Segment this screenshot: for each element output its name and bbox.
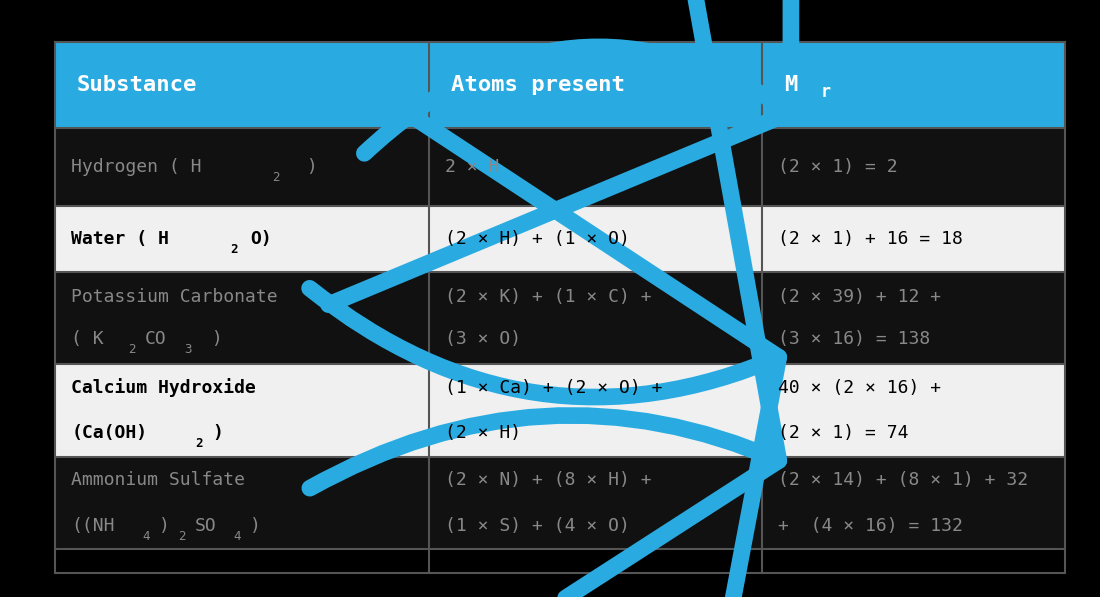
Text: 2 × H: 2 × H xyxy=(446,158,499,176)
Text: (2 × 14) + (8 × 1) + 32: (2 × 14) + (8 × 1) + 32 xyxy=(779,471,1028,490)
Text: Atoms present: Atoms present xyxy=(451,75,625,95)
Text: r: r xyxy=(821,83,830,101)
Text: Water ( H: Water ( H xyxy=(72,230,169,248)
Text: Hydrogen ( H: Hydrogen ( H xyxy=(72,158,202,176)
Text: ): ) xyxy=(296,158,318,176)
Text: (3 × O): (3 × O) xyxy=(446,330,521,348)
Text: (Ca(OH): (Ca(OH) xyxy=(72,424,147,442)
Text: ): ) xyxy=(201,330,222,348)
Text: (2 × N) + (8 × H) +: (2 × N) + (8 × H) + xyxy=(446,471,651,490)
Text: (1 × S) + (4 × O): (1 × S) + (4 × O) xyxy=(446,516,630,535)
Text: 40 × (2 × 16) +: 40 × (2 × 16) + xyxy=(779,378,942,397)
Text: CO: CO xyxy=(145,330,167,348)
Text: (3 × 16) = 138: (3 × 16) = 138 xyxy=(779,330,931,348)
Text: Substance: Substance xyxy=(77,75,197,95)
FancyBboxPatch shape xyxy=(55,206,1065,272)
Text: ): ) xyxy=(251,516,261,535)
Text: 4: 4 xyxy=(234,530,241,543)
FancyArrowPatch shape xyxy=(310,0,779,597)
Text: O): O) xyxy=(251,230,272,248)
Text: 2: 2 xyxy=(178,530,186,543)
Text: SO: SO xyxy=(195,516,216,535)
Text: (2 × H) + (1 × O): (2 × H) + (1 × O) xyxy=(446,230,630,248)
Text: (2 × H): (2 × H) xyxy=(446,424,521,442)
Text: (1 × Ca) + (2 × O) +: (1 × Ca) + (2 × O) + xyxy=(446,378,662,397)
Text: ): ) xyxy=(212,424,223,442)
Text: Calcium Hydroxide: Calcium Hydroxide xyxy=(72,378,256,397)
Text: Ammonium Sulfate: Ammonium Sulfate xyxy=(72,471,245,490)
Text: 3: 3 xyxy=(185,343,192,356)
Text: ((NH: ((NH xyxy=(72,516,114,535)
FancyBboxPatch shape xyxy=(55,457,1065,549)
FancyArrowPatch shape xyxy=(329,0,791,304)
Text: ): ) xyxy=(160,516,170,535)
Text: 2: 2 xyxy=(231,243,238,256)
Text: 4: 4 xyxy=(143,530,151,543)
FancyBboxPatch shape xyxy=(55,128,1065,206)
FancyArrowPatch shape xyxy=(309,82,779,597)
FancyBboxPatch shape xyxy=(55,272,1065,364)
Text: Potassium Carbonate: Potassium Carbonate xyxy=(72,288,278,306)
FancyBboxPatch shape xyxy=(55,364,1065,457)
Text: (2 × 1) = 2: (2 × 1) = 2 xyxy=(779,158,898,176)
Text: ( K: ( K xyxy=(72,330,104,348)
Text: (2 × 1) = 74: (2 × 1) = 74 xyxy=(779,424,909,442)
Text: 2: 2 xyxy=(129,343,136,356)
Text: (2 × 1) + 16 = 18: (2 × 1) + 16 = 18 xyxy=(779,230,964,248)
Text: M: M xyxy=(784,75,798,95)
Text: +  (4 × 16) = 132: + (4 × 16) = 132 xyxy=(779,516,964,535)
Text: (2 × 39) + 12 +: (2 × 39) + 12 + xyxy=(779,288,942,306)
Text: 2: 2 xyxy=(196,438,202,450)
Text: 2: 2 xyxy=(273,171,279,184)
FancyBboxPatch shape xyxy=(55,42,1065,128)
Text: (2 × K) + (1 × C) +: (2 × K) + (1 × C) + xyxy=(446,288,651,306)
